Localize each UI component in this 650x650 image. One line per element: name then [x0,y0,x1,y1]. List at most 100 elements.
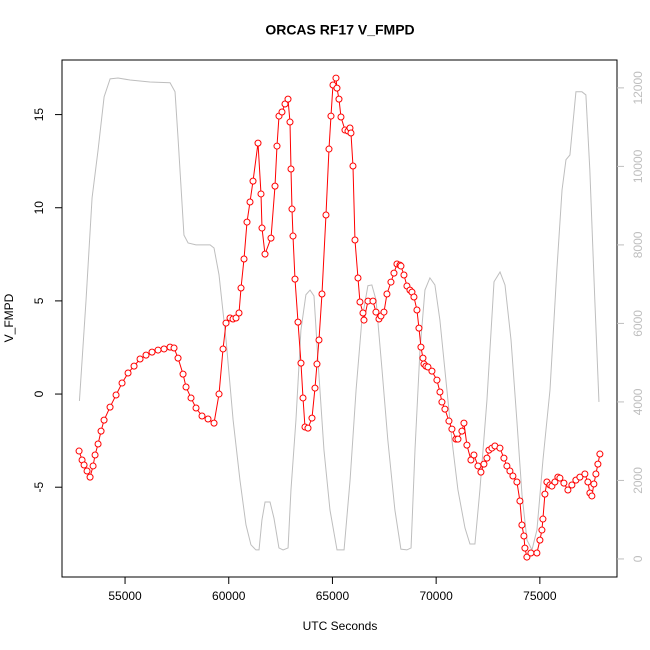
x-tick-label: 65000 [316,589,350,603]
data-point [278,108,286,116]
x-tick-label: 75000 [523,589,557,603]
data-point [291,275,299,283]
data-point [308,414,316,422]
data-point [560,479,568,487]
data-point [445,417,453,425]
data-point [232,314,240,322]
x-tick-label: 55000 [108,589,142,603]
data-point [496,444,504,452]
data-point [94,440,102,448]
data-point [400,271,408,279]
y2-tick-label: 2000 [631,467,645,494]
data-point [413,306,421,314]
data-point [433,376,441,384]
data-point [246,198,254,206]
data-point [142,351,150,359]
data-point [254,139,262,147]
data-point [299,394,307,402]
data-point [179,370,187,378]
data-point [500,454,508,462]
data-point [170,344,178,352]
data-point [424,363,432,371]
data-point [287,165,295,173]
data-point [509,472,517,480]
data-point [448,425,456,433]
data-point [130,362,138,370]
data-point [369,297,377,305]
data-point [271,182,279,190]
data-point [521,544,529,552]
data-point [332,74,340,82]
y2-tick-label: 12000 [631,71,645,105]
data-point [333,84,341,92]
data-point [240,255,248,263]
data-point [351,236,359,244]
data-point [112,391,120,399]
data-point [311,384,319,392]
data-point [187,394,195,402]
y2-tick-label: 4000 [631,388,645,415]
y2-tick-label: 8000 [631,231,645,258]
data-point [516,497,524,505]
data-point [428,367,436,375]
data-point [258,224,266,232]
data-point [483,454,491,462]
x-tick-label: 60000 [212,589,246,603]
data-point [536,536,544,544]
data-point [273,142,281,150]
data-point [372,308,380,316]
data-point [419,354,427,362]
data-point [441,405,449,413]
data-point [304,424,312,432]
data-point [192,404,200,412]
data-point [354,274,362,282]
data-point [124,369,132,377]
data-point [288,205,296,213]
data-point [590,480,598,488]
data-point [360,316,368,324]
data-point [356,298,364,306]
data-point [222,319,230,327]
data-point [581,470,589,478]
data-point [100,416,108,424]
data-point [568,481,576,489]
data-point [564,486,572,494]
data-point [415,324,423,332]
data-point [460,419,468,427]
data-point [592,470,600,478]
data-point [523,553,531,561]
data-point [359,309,367,317]
data-point [436,388,444,396]
data-point [322,211,330,219]
data-point [506,467,514,475]
data-point [458,427,466,435]
data-point [148,348,156,356]
data-point [261,250,269,258]
data-point [518,521,526,529]
data-point [154,346,162,354]
data-point [215,390,223,398]
data-point [467,456,475,464]
data-point [477,468,485,476]
data-point [75,447,83,455]
y2-tick-label: 6000 [631,310,645,337]
data-point [390,269,398,277]
data-point [520,532,528,540]
data-point [174,354,182,362]
data-point [267,234,275,242]
plot-frame [61,59,618,578]
data-point [538,526,546,534]
data-point [594,460,602,468]
data-point [243,218,251,226]
data-point [383,290,391,298]
data-point [527,549,535,557]
data-point [503,462,511,470]
data-point [204,415,212,423]
data-point [106,403,114,411]
data-point [513,478,521,486]
data-point [136,355,144,363]
data-point [182,383,190,391]
data-point [417,343,425,351]
data-point [315,336,323,344]
